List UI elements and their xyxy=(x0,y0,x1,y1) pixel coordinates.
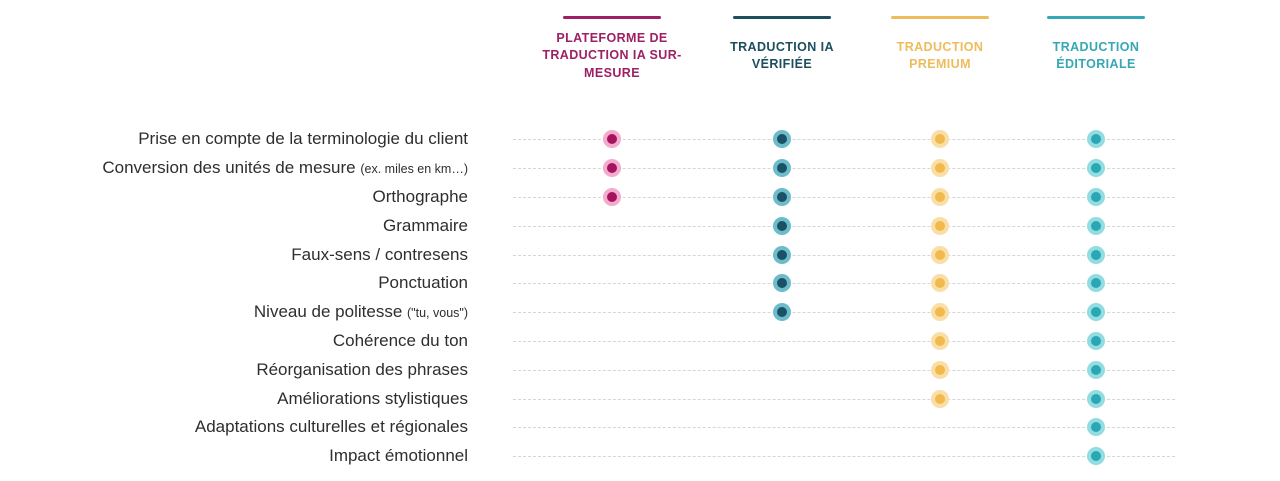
table-row: Faux-sens / contresens xyxy=(0,240,1280,269)
feature-dot-col-4 xyxy=(1091,220,1101,231)
feature-dot-col-4 xyxy=(1091,364,1101,375)
column-header-4: TRADUCTION ÉDITORIALE xyxy=(1026,16,1166,87)
feature-label-note: (ex. miles en km…) xyxy=(360,162,468,177)
column-header-1: PLATEFORME DE TRADUCTION IA SUR- MESURE xyxy=(542,16,682,87)
feature-rows: Prise en compte de la terminologie du cl… xyxy=(0,125,1280,471)
feature-dot-col-4 xyxy=(1091,163,1101,174)
feature-dot-col-4 xyxy=(1091,451,1101,462)
feature-dot-col-2 xyxy=(777,134,787,145)
feature-dot-col-1 xyxy=(607,134,617,145)
feature-dot-col-4 xyxy=(1091,335,1101,346)
feature-label-text: Cohérence du ton xyxy=(332,330,468,350)
feature-dot-col-4 xyxy=(1091,191,1101,202)
feature-dot-col-4 xyxy=(1091,393,1101,404)
table-row: Prise en compte de la terminologie du cl… xyxy=(0,125,1280,154)
feature-dot-col-2 xyxy=(777,307,787,318)
feature-dot-col-2 xyxy=(777,163,787,174)
table-row: Améliorations stylistiques xyxy=(0,384,1280,413)
feature-dot-col-2 xyxy=(777,278,787,289)
feature-label-text: Grammaire xyxy=(382,215,468,235)
column-header-label: TRADUCTION IA VÉRIFIÉE xyxy=(730,39,834,72)
column-accent-line xyxy=(1047,16,1145,19)
feature-dot-col-3 xyxy=(935,364,945,375)
feature-dot-col-3 xyxy=(935,134,945,145)
table-row: Orthographe xyxy=(0,183,1280,212)
table-row: Impact émotionnel xyxy=(0,442,1280,471)
column-header-label: TRADUCTION ÉDITORIALE xyxy=(1052,39,1140,72)
feature-dot-col-3 xyxy=(935,220,945,231)
row-guide-line xyxy=(513,254,1175,256)
feature-dot-col-3 xyxy=(935,278,945,289)
feature-dot-col-2 xyxy=(777,249,787,260)
column-header-label: PLATEFORME DE TRADUCTION IA SUR- MESURE xyxy=(542,30,682,80)
feature-label-text: Ponctuation xyxy=(378,273,468,293)
feature-label-text: Faux-sens / contresens xyxy=(291,244,468,264)
feature-label: Niveau de politesse ("tu, vous") xyxy=(0,302,468,322)
row-guide-line xyxy=(513,168,1175,170)
feature-dot-col-2 xyxy=(777,220,787,231)
feature-dot-col-4 xyxy=(1091,134,1101,145)
feature-label-text: Impact émotionnel xyxy=(329,446,468,466)
row-guide-line xyxy=(513,369,1175,371)
row-guide-line xyxy=(513,225,1175,227)
feature-label-text: Réorganisation des phrases xyxy=(256,359,468,379)
table-row: Grammaire xyxy=(0,211,1280,240)
feature-label: Adaptations culturelles et régionales xyxy=(0,417,468,437)
column-header-2: TRADUCTION IA VÉRIFIÉE xyxy=(712,16,852,87)
column-header-3: TRADUCTION PREMIUM xyxy=(870,16,1010,87)
feature-label-note: ("tu, vous") xyxy=(407,306,468,321)
feature-dot-col-3 xyxy=(935,163,945,174)
row-guide-line xyxy=(513,139,1175,141)
row-guide-line xyxy=(513,312,1175,314)
feature-label: Prise en compte de la terminologie du cl… xyxy=(0,129,468,149)
table-row: Niveau de politesse ("tu, vous") xyxy=(0,298,1280,327)
feature-dot-col-4 xyxy=(1091,422,1101,433)
column-accent-line xyxy=(733,16,831,19)
row-guide-line xyxy=(513,456,1175,458)
feature-label-text: Prise en compte de la terminologie du cl… xyxy=(138,129,468,149)
feature-label: Grammaire xyxy=(0,216,468,236)
feature-label: Impact émotionnel xyxy=(0,446,468,466)
feature-dot-col-4 xyxy=(1091,249,1101,260)
feature-label: Conversion des unités de mesure (ex. mil… xyxy=(0,158,468,178)
feature-label-text: Niveau de politesse xyxy=(253,302,403,322)
feature-label: Orthographe xyxy=(0,187,468,207)
column-header-label: TRADUCTION PREMIUM xyxy=(896,39,984,72)
feature-label: Améliorations stylistiques xyxy=(0,389,468,409)
feature-label: Cohérence du ton xyxy=(0,331,468,351)
feature-dot-col-2 xyxy=(777,191,787,202)
feature-dot-col-3 xyxy=(935,393,945,404)
feature-label-text: Adaptations culturelles et régionales xyxy=(194,417,468,437)
feature-label: Ponctuation xyxy=(0,273,468,293)
feature-dot-col-1 xyxy=(607,163,617,174)
feature-dot-col-3 xyxy=(935,335,945,346)
row-guide-line xyxy=(513,398,1175,400)
feature-label-text: Conversion des unités de mesure xyxy=(102,158,356,178)
row-guide-line xyxy=(513,283,1175,285)
table-row: Conversion des unités de mesure (ex. mil… xyxy=(0,154,1280,183)
feature-dot-col-3 xyxy=(935,307,945,318)
table-row: Cohérence du ton xyxy=(0,327,1280,356)
feature-label-text: Améliorations stylistiques xyxy=(277,388,468,408)
feature-label: Réorganisation des phrases xyxy=(0,360,468,380)
table-row: Ponctuation xyxy=(0,269,1280,298)
feature-dot-col-3 xyxy=(935,249,945,260)
table-row: Adaptations culturelles et régionales xyxy=(0,413,1280,442)
feature-dot-col-4 xyxy=(1091,307,1101,318)
row-guide-line xyxy=(513,427,1175,429)
row-guide-line xyxy=(513,340,1175,342)
feature-label-text: Orthographe xyxy=(372,186,468,206)
feature-label: Faux-sens / contresens xyxy=(0,245,468,265)
table-row: Réorganisation des phrases xyxy=(0,355,1280,384)
feature-dot-col-4 xyxy=(1091,278,1101,289)
feature-dot-col-1 xyxy=(607,191,617,202)
column-accent-line xyxy=(563,16,661,19)
feature-dot-col-3 xyxy=(935,191,945,202)
row-guide-line xyxy=(513,196,1175,198)
column-accent-line xyxy=(891,16,989,19)
